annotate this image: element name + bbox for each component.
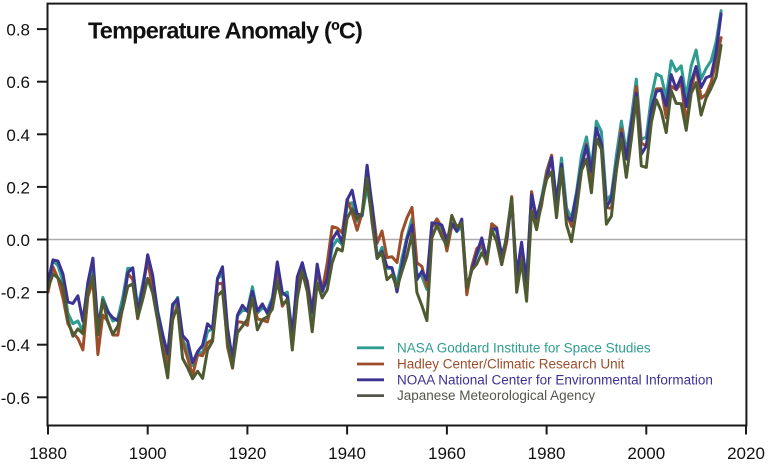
svg-text:Hadley Center/Climatic Researc: Hadley Center/Climatic Research Unit (397, 357, 625, 372)
svg-text:Temperature Anomaly (ºC): Temperature Anomaly (ºC) (88, 18, 362, 44)
svg-text:1900: 1900 (129, 444, 167, 463)
svg-text:-0.2: -0.2 (1, 284, 30, 303)
svg-text:1880: 1880 (29, 444, 67, 463)
svg-text:1920: 1920 (228, 444, 266, 463)
svg-text:-0.6: -0.6 (1, 389, 30, 408)
svg-text:0.2: 0.2 (6, 178, 30, 197)
svg-text:0.8: 0.8 (6, 21, 30, 40)
svg-text:-0.4: -0.4 (1, 336, 30, 355)
svg-text:NASA Goddard Institute for Spa: NASA Goddard Institute for Space Studies (397, 340, 651, 355)
svg-text:0.6: 0.6 (6, 73, 30, 92)
svg-text:2020: 2020 (727, 444, 765, 463)
svg-text:1960: 1960 (428, 444, 466, 463)
svg-text:2000: 2000 (627, 444, 665, 463)
svg-text:1940: 1940 (328, 444, 366, 463)
svg-text:0.4: 0.4 (6, 126, 30, 145)
svg-text:1980: 1980 (528, 444, 566, 463)
svg-text:Japanese Meteorological Agency: Japanese Meteorological Agency (397, 388, 595, 403)
svg-text:0.0: 0.0 (6, 231, 30, 250)
svg-text:NOAA National Center for Envir: NOAA National Center for Environmental I… (397, 372, 713, 387)
